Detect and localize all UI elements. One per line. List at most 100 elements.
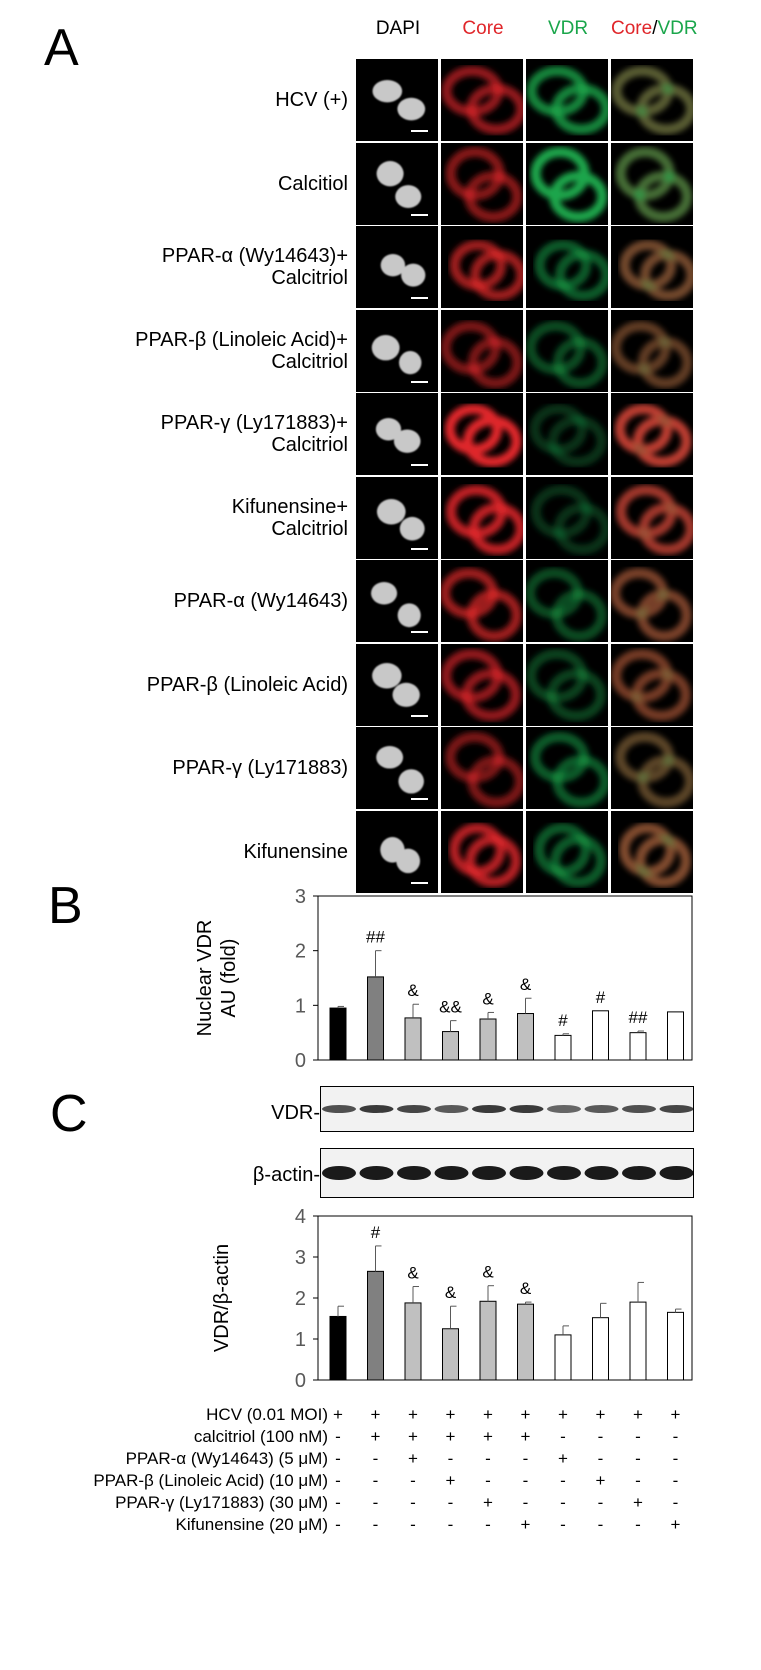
column-header-part: DAPI xyxy=(375,18,421,39)
treatment-symbol: + xyxy=(408,1449,418,1468)
cytoplasm-stain xyxy=(461,668,521,721)
micrograph-core xyxy=(441,810,523,893)
nucleus-shape xyxy=(401,263,426,287)
blot-band xyxy=(322,1105,356,1113)
micrograph-vdr xyxy=(526,226,608,308)
nucleus-shape xyxy=(376,160,404,186)
micrograph-vdr xyxy=(526,59,608,141)
column-header-merge: Core/VDR xyxy=(611,18,698,40)
micrograph-core xyxy=(441,142,523,225)
cytoplasm-stain xyxy=(470,249,523,301)
scale-bar xyxy=(411,714,428,717)
treatment-symbol: - xyxy=(672,1427,679,1446)
cytoplasm-stain xyxy=(466,83,523,135)
bar xyxy=(329,1315,347,1381)
cytoplasm-stain xyxy=(550,834,607,887)
condition-label-line: Calcitriol xyxy=(271,267,348,289)
micrograph-vdr xyxy=(526,309,608,392)
condition-label-line: Kifunensine+ xyxy=(231,495,348,518)
blot-band xyxy=(547,1166,581,1180)
nucleus-shape xyxy=(396,848,421,873)
treatment-symbol: - xyxy=(410,1471,416,1490)
treatment-symbol: + xyxy=(370,1427,381,1446)
column-header-part: / xyxy=(652,18,658,39)
cytoplasm-stain xyxy=(552,755,608,808)
y-tick-label: 0 xyxy=(295,1050,306,1072)
cytoplasm-stain xyxy=(549,170,608,222)
treatment-symbol: - xyxy=(635,1515,641,1534)
treatment-symbol: - xyxy=(372,1515,379,1534)
treatment-symbol: - xyxy=(672,1493,679,1512)
blot-band xyxy=(397,1166,431,1180)
treatment-symbol: - xyxy=(597,1427,604,1446)
significance-mark: & xyxy=(407,1264,419,1283)
bar xyxy=(554,1034,572,1061)
micrograph-dapi xyxy=(356,727,438,809)
nucleus-shape xyxy=(376,746,404,769)
condition-label: PPAR-γ (Ly171883) xyxy=(18,757,348,779)
treatment-symbol: - xyxy=(560,1515,566,1534)
treatment-symbol: - xyxy=(335,1449,341,1468)
micrograph-merge xyxy=(611,560,693,642)
treatment-symbol: - xyxy=(635,1427,641,1446)
treatment-symbol: + xyxy=(445,1471,456,1490)
micrograph-merge xyxy=(611,142,693,225)
treatment-label: calcitriol (100 nM) xyxy=(193,1427,328,1446)
treatment-symbol: - xyxy=(522,1471,529,1490)
treatment-symbol: + xyxy=(520,1405,531,1424)
cytoplasm-stain xyxy=(634,170,693,222)
y-tick-label: 1 xyxy=(295,1329,306,1351)
micrograph-vdr xyxy=(526,560,608,642)
micrograph-core xyxy=(441,727,523,809)
panel-label-c: C xyxy=(50,1085,88,1143)
cytoplasm-stain xyxy=(636,589,692,642)
treatment-symbol: - xyxy=(672,1449,679,1468)
micrograph-dapi xyxy=(356,226,438,308)
blot-band xyxy=(622,1166,656,1180)
treatment-symbol: - xyxy=(560,1471,566,1490)
treatment-symbol: - xyxy=(560,1493,566,1512)
treatment-label: HCV (0.01 MOI) xyxy=(206,1405,328,1424)
blot-band xyxy=(547,1105,581,1113)
micrograph-merge xyxy=(611,643,693,726)
micrograph-dapi xyxy=(356,393,438,475)
micrograph-dapi xyxy=(356,810,438,893)
cytoplasm-stain xyxy=(638,502,693,555)
significance-mark: ## xyxy=(366,928,385,947)
micrograph-core xyxy=(441,476,523,559)
bar xyxy=(517,1013,534,1061)
micrograph-dapi xyxy=(356,142,438,225)
condition-label-line: PPAR-γ (Ly171883)+ xyxy=(160,412,348,434)
actin-blot-label: β-actin- xyxy=(252,1164,320,1186)
condition-label: Calcitiol xyxy=(18,173,348,195)
bar xyxy=(442,1031,459,1061)
treatment-symbol: - xyxy=(447,1515,454,1534)
vdr-blot xyxy=(320,1086,694,1132)
condition-label: Kifunensine+ Calcitriol xyxy=(18,496,348,540)
scale-bar xyxy=(411,213,428,216)
treatment-label: Kifunensine (20 μM) xyxy=(175,1515,328,1534)
treatment-symbol: + xyxy=(483,1427,493,1446)
y-tick-label: 3 xyxy=(295,886,306,908)
condition-label: PPAR-β (Linoleic Acid) xyxy=(18,674,348,696)
column-header-part: VDR xyxy=(657,18,698,39)
cytoplasm-stain xyxy=(553,336,608,388)
cytoplasm-stain xyxy=(640,249,693,301)
significance-mark: & xyxy=(482,989,494,1008)
treatment-symbol: + xyxy=(520,1515,531,1534)
micrograph-merge xyxy=(611,810,693,893)
treatment-symbol: + xyxy=(520,1427,531,1446)
significance-mark: & xyxy=(520,975,532,994)
treatment-symbol: + xyxy=(558,1449,568,1468)
y-tick-label: 1 xyxy=(295,995,306,1017)
micrograph-dapi xyxy=(356,560,438,642)
nucleus-shape xyxy=(397,603,421,628)
cytoplasm-stain xyxy=(636,83,693,135)
treatment-symbol: - xyxy=(522,1449,529,1468)
treatment-symbol: - xyxy=(485,1449,491,1468)
bar xyxy=(667,1011,684,1061)
treatment-symbol: + xyxy=(670,1515,681,1534)
treatment-symbol: + xyxy=(483,1493,493,1512)
cytoplasm-stain xyxy=(462,415,522,467)
